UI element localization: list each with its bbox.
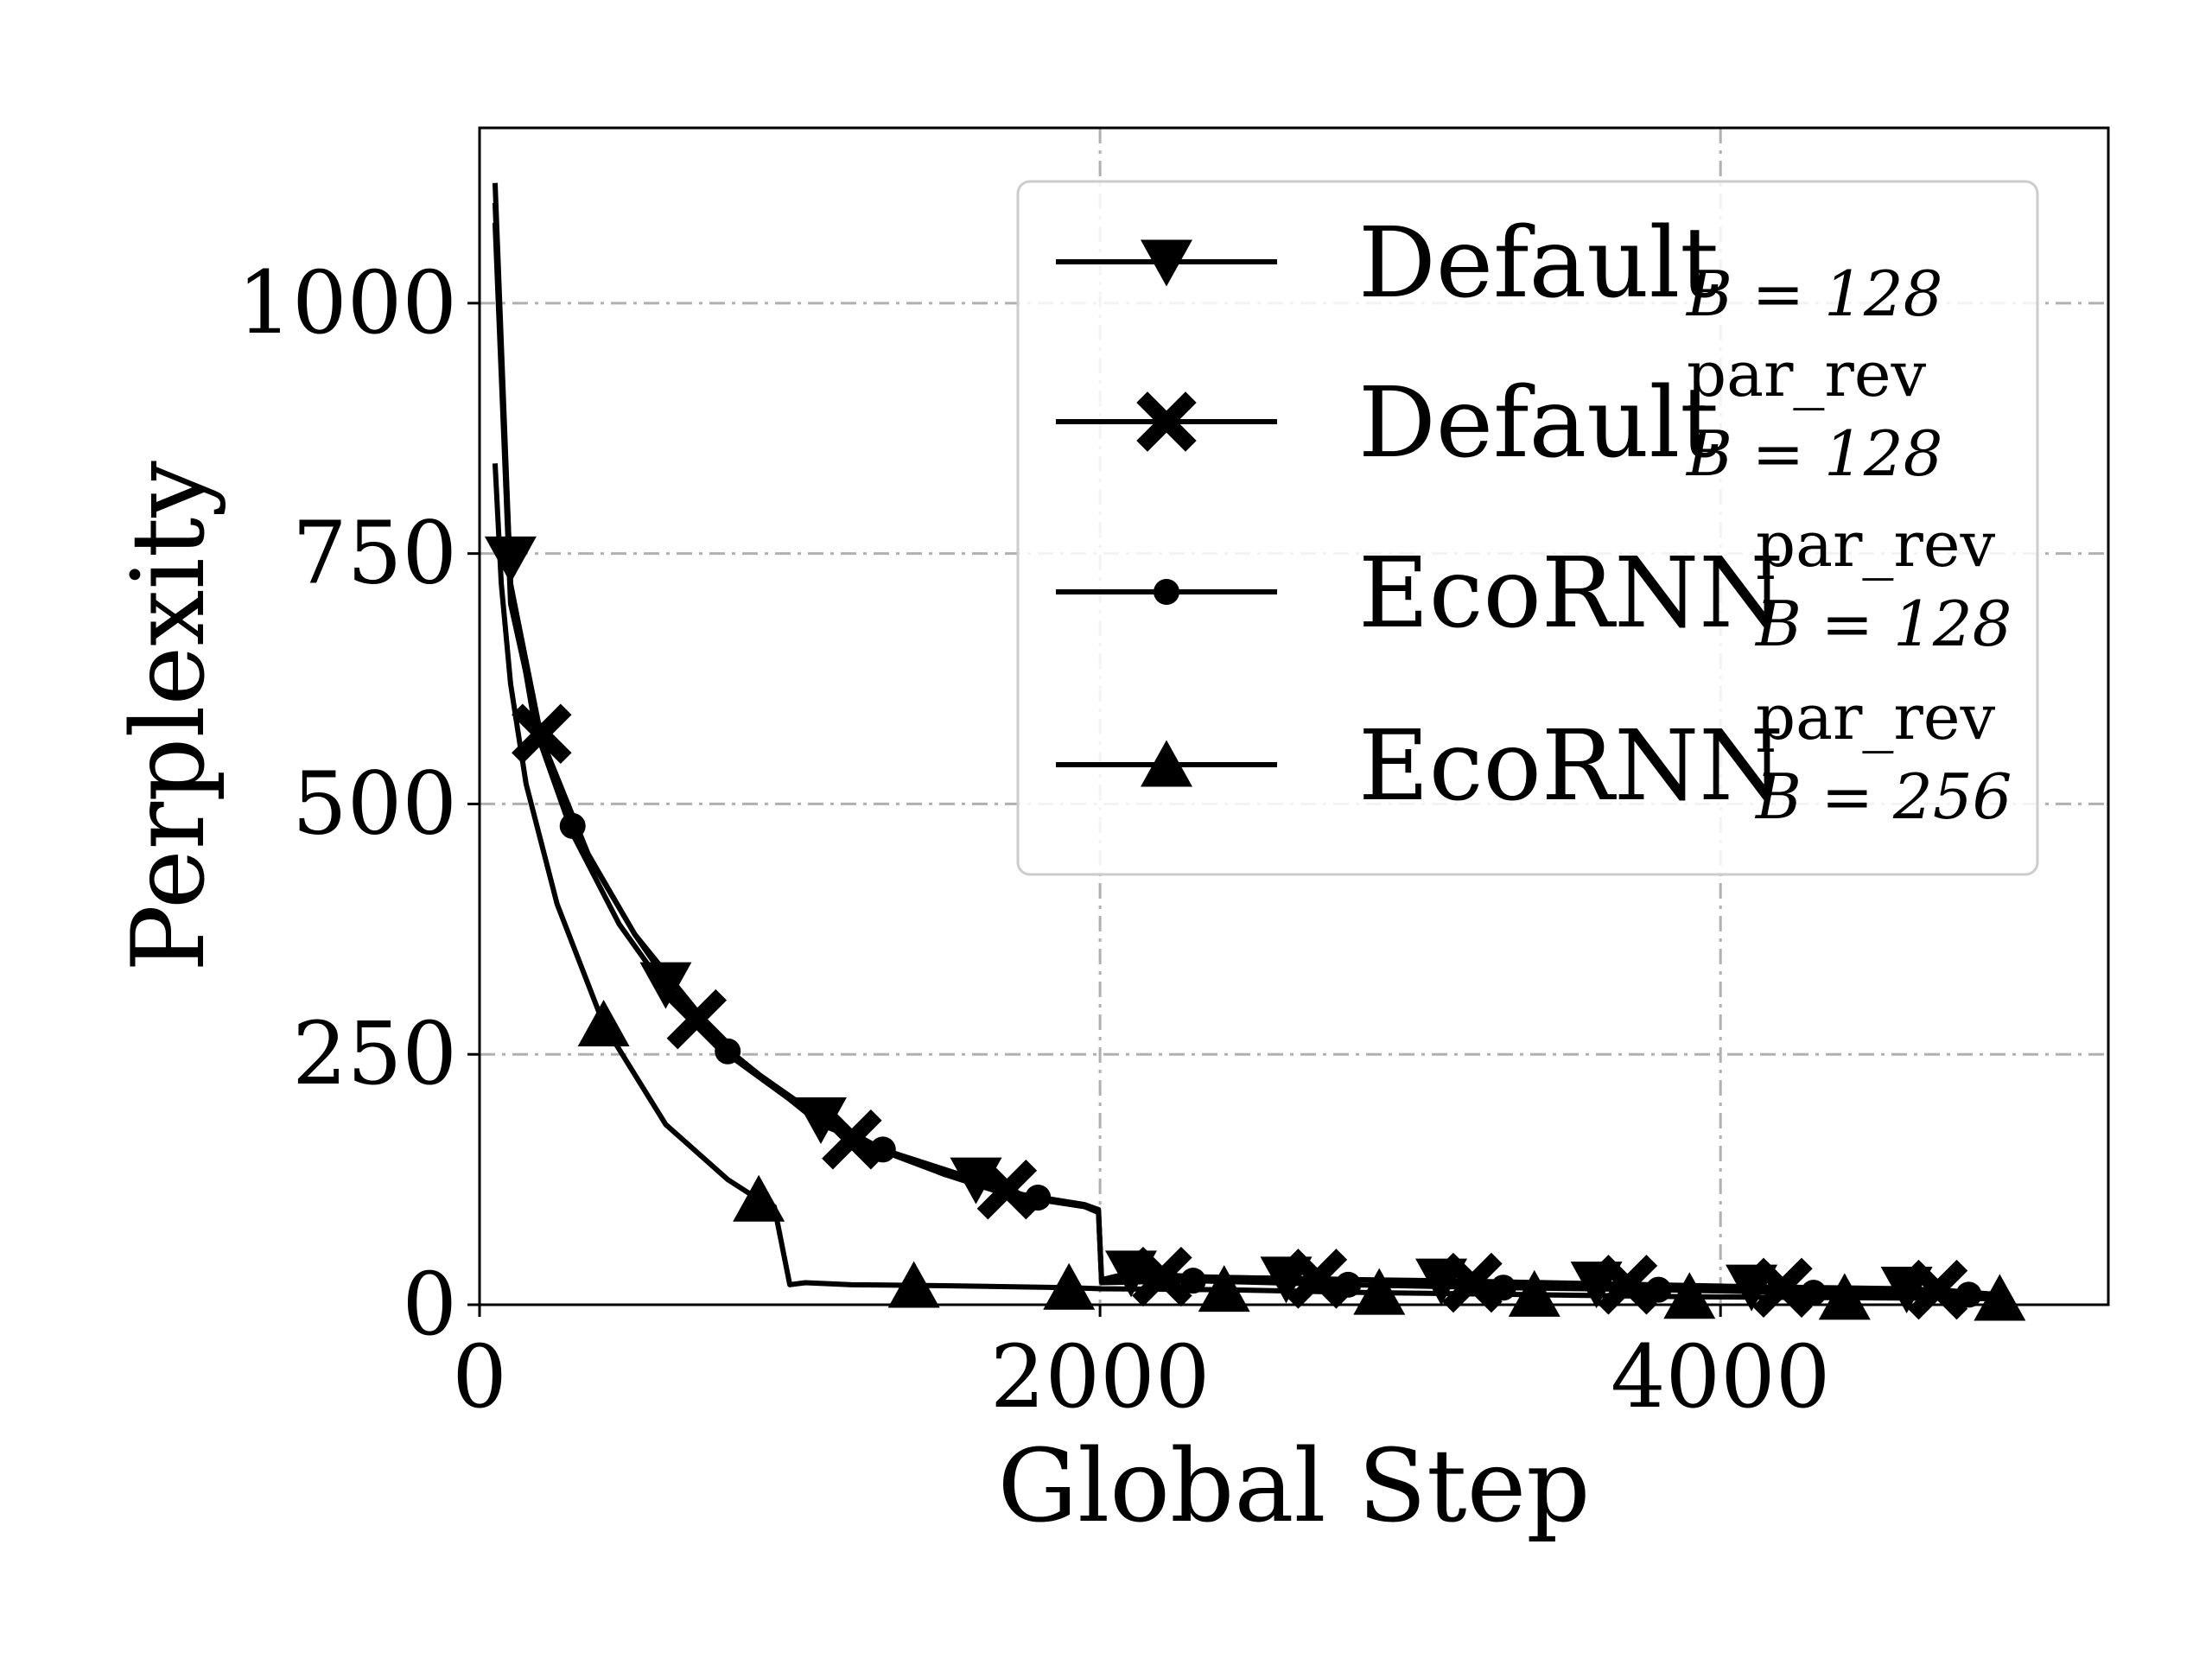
legend-label: Default	[1358, 207, 1719, 320]
data-point	[639, 962, 692, 1009]
legend-superscript: par_rev	[1756, 508, 1995, 581]
y-tick-label: 750	[292, 503, 457, 604]
series-line	[492, 463, 2000, 1302]
ticks: 0 2000 4000 0 250 500 750 1000	[238, 252, 1831, 1427]
legend-subscript: B = 128	[1754, 588, 2012, 660]
data-point	[1043, 1262, 1096, 1310]
legend-label: EcoRNN	[1358, 537, 1783, 650]
data-point	[666, 988, 728, 1050]
legend-superscript: par_rev	[1756, 681, 1995, 753]
x-tick-label: 4000	[1611, 1326, 1831, 1427]
legend-subscript: B = 256	[1754, 760, 2012, 833]
data-point	[887, 1261, 940, 1308]
data-point	[1800, 1280, 1827, 1306]
y-tick-label: 1000	[238, 252, 458, 353]
data-point	[1025, 1184, 1052, 1211]
data-point	[1818, 1273, 1871, 1320]
legend-marker	[1136, 391, 1197, 452]
series-lines	[484, 182, 2026, 1321]
legend-label: Default	[1358, 367, 1719, 480]
data-point	[559, 812, 586, 839]
data-point	[1663, 1272, 1716, 1319]
series-line	[492, 222, 2000, 1300]
y-axis-label: Perplexity	[111, 461, 227, 972]
data-point	[1752, 1257, 1813, 1319]
data-point	[1198, 1265, 1250, 1313]
data-point	[1955, 1281, 1982, 1308]
legend-box	[1016, 180, 2039, 876]
data-point	[733, 1174, 785, 1222]
legend-marker	[1141, 740, 1192, 787]
y-tick-label: 0	[402, 1254, 457, 1355]
data-point	[715, 1038, 741, 1065]
plot-frame	[478, 126, 2110, 1306]
x-tick-label: 2000	[990, 1326, 1211, 1427]
data-point	[1907, 1259, 1968, 1320]
legend-marker	[1141, 239, 1192, 287]
data-point	[1353, 1268, 1406, 1315]
legend-marker	[1154, 579, 1179, 605]
y-tick-label: 500	[292, 753, 457, 854]
series-3	[492, 463, 2026, 1321]
data-point	[1974, 1274, 2026, 1321]
legend-superscript: par_rev	[1687, 338, 1926, 410]
data-point	[577, 999, 630, 1046]
legend-subscript: B = 128	[1685, 417, 1942, 490]
legend-label: EcoRNN	[1358, 710, 1783, 823]
x-tick-label: 0	[452, 1326, 507, 1427]
data-point	[869, 1136, 896, 1163]
legend-subscript: B = 128	[1685, 257, 1942, 330]
x-axis-label: Global Step	[998, 1428, 1591, 1545]
y-tick-label: 250	[292, 1003, 457, 1104]
